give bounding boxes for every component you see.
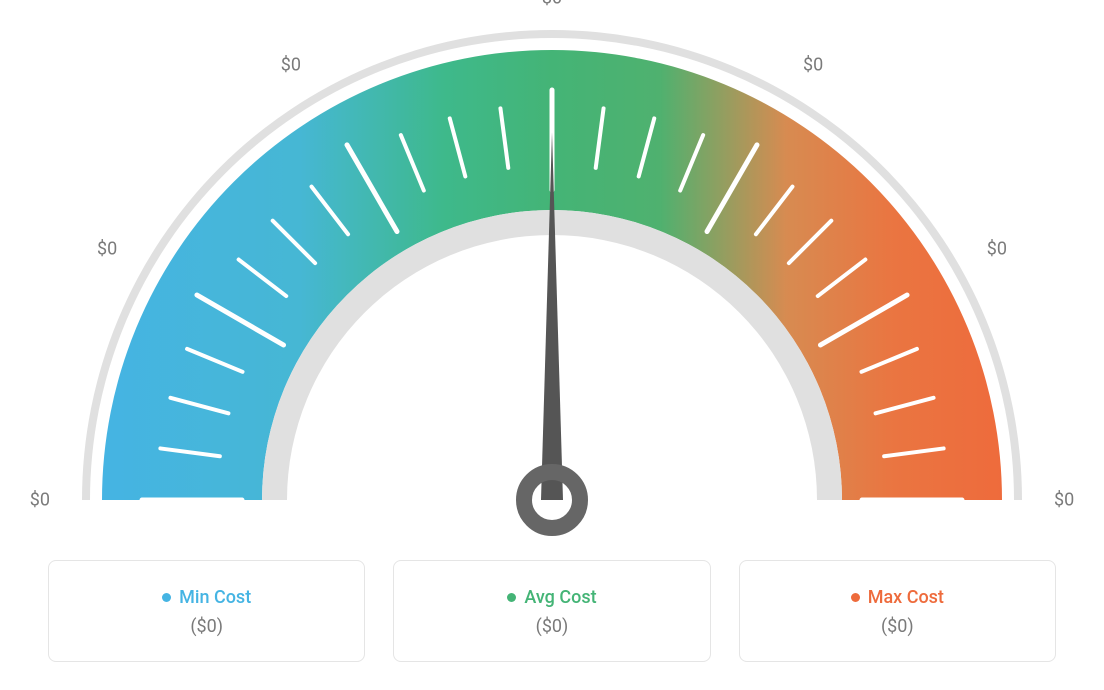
legend-row: Min Cost ($0) Avg Cost ($0) Max Cost ($0… — [0, 560, 1104, 690]
legend-dot-avg — [507, 593, 516, 602]
legend-dot-min — [162, 593, 171, 602]
legend-value-min: ($0) — [190, 616, 223, 637]
scale-label-1: $0 — [97, 239, 117, 260]
gauge-svg — [0, 0, 1104, 560]
legend-label-min: Min Cost — [179, 587, 251, 608]
legend-top-max: Max Cost — [851, 587, 944, 608]
scale-label-2: $0 — [281, 55, 301, 76]
legend-top-min: Min Cost — [162, 587, 251, 608]
legend-dot-max — [851, 593, 860, 602]
scale-label-0: $0 — [30, 490, 50, 511]
scale-label-3: $0 — [542, 0, 562, 9]
legend-label-avg: Avg Cost — [524, 587, 596, 608]
legend-value-max: ($0) — [881, 616, 914, 637]
scale-label-5: $0 — [987, 239, 1007, 260]
legend-card-avg: Avg Cost ($0) — [393, 560, 710, 662]
scale-label-6: $0 — [1054, 490, 1074, 511]
legend-value-avg: ($0) — [536, 616, 569, 637]
legend-top-avg: Avg Cost — [507, 587, 596, 608]
legend-label-max: Max Cost — [868, 587, 944, 608]
scale-label-4: $0 — [803, 55, 823, 76]
legend-card-min: Min Cost ($0) — [48, 560, 365, 662]
legend-card-max: Max Cost ($0) — [739, 560, 1056, 662]
chart-wrapper: $0 $0 $0 $0 $0 $0 $0 Min Cost ($0) Avg Cost ($… — [0, 0, 1104, 690]
gauge-area: $0 $0 $0 $0 $0 $0 $0 — [0, 0, 1104, 560]
